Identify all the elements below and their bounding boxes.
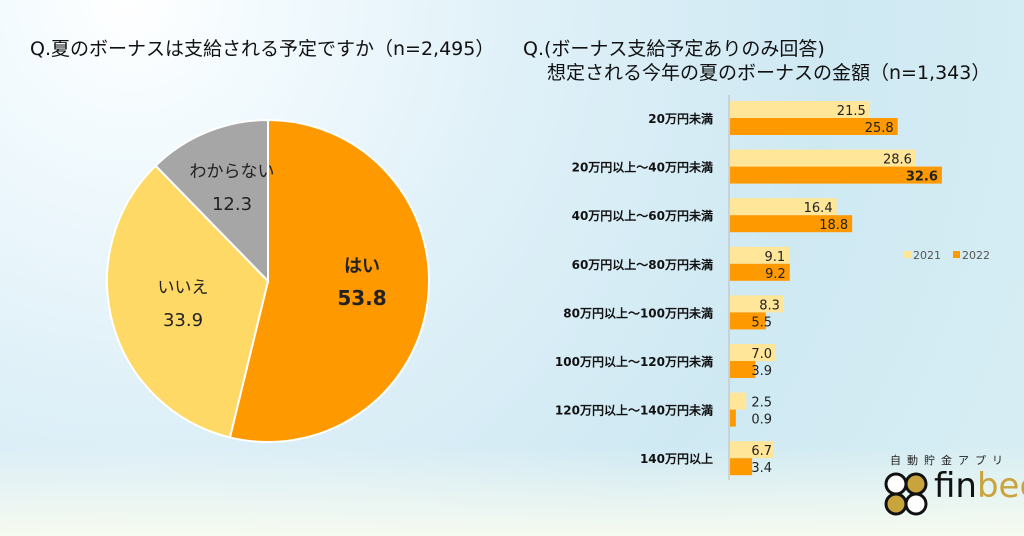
category-label: 140万円以上 (640, 451, 713, 466)
pie-label: いいえ (158, 278, 209, 298)
pie-value: 33.9 (163, 310, 203, 331)
bar-2021 (730, 344, 776, 361)
category-label: 60万円以上～80万円未満 (572, 257, 713, 272)
legend-swatch (953, 251, 960, 258)
bar-2022 (730, 409, 736, 427)
data-label: 25.8 (865, 121, 894, 136)
bar-title-line2: 想定される今年の夏のボーナスの金額（n=1,343） (547, 62, 991, 84)
bar-2022 (730, 312, 766, 330)
background-snow (0, 446, 1024, 536)
legend-swatch (904, 251, 911, 258)
data-label: 18.8 (819, 218, 848, 233)
pie-value: 53.8 (337, 286, 386, 310)
data-label: 6.7 (751, 444, 772, 459)
data-label: 21.5 (837, 104, 866, 119)
data-label: 0.9 (751, 413, 772, 428)
bar-2022 (730, 361, 756, 378)
category-label: 80万円以上～100万円未満 (563, 305, 713, 320)
bar-2021 (730, 392, 747, 410)
data-label: 7.0 (751, 347, 772, 362)
category-label: 20万円以上～40万円未満 (572, 160, 713, 175)
bar-2021 (730, 441, 774, 459)
data-label: 8.3 (759, 298, 780, 313)
bar-title-line1: Q.(ボーナス支給予定ありのみ回答) (523, 38, 825, 60)
legend-label: 2021 (913, 249, 941, 262)
pie-title: Q.夏のボーナスは支給される予定ですか（n=2,495） (30, 38, 495, 60)
data-label: 2.5 (751, 396, 772, 411)
pie-slice-0 (228, 118, 430, 443)
pie-slice-1 (106, 164, 270, 439)
category-label: 20万円未満 (648, 111, 713, 126)
pie-label: はい (344, 256, 380, 277)
bar-2022 (730, 118, 898, 135)
finbee-logo: 自動貯金アプリ finbee (880, 452, 1024, 522)
data-label: 16.4 (804, 201, 833, 216)
bar-2021 (730, 198, 837, 216)
bar-2022 (730, 263, 790, 281)
data-label: 3.4 (751, 461, 772, 476)
bar-2021 (730, 101, 870, 118)
bee-icon (884, 472, 928, 516)
legend-label: 2022 (962, 249, 990, 262)
data-label: 9.1 (764, 250, 785, 265)
logo-subtitle: 自動貯金アプリ (890, 454, 1009, 467)
category-label: 40万円以上～60万円未満 (572, 208, 713, 223)
bar-2022 (730, 458, 753, 476)
bar-2021 (730, 295, 784, 313)
category-label: 100万円以上～120万円未満 (555, 354, 713, 369)
category-label: 120万円以上～140万円未満 (555, 403, 713, 418)
pie-slice-2 (154, 118, 269, 284)
data-label: 5.5 (751, 315, 772, 330)
bar-2021 (730, 246, 790, 264)
data-label: 32.6 (906, 170, 938, 185)
data-label: 3.9 (751, 364, 772, 379)
data-label: 9.2 (765, 267, 786, 282)
data-label: 28.6 (883, 153, 912, 168)
bar-2021 (730, 149, 916, 167)
pie-label: わからない (190, 162, 275, 182)
bar-2022 (730, 166, 942, 184)
logo-wordmark: finbee (934, 466, 1024, 506)
bar-2022 (730, 215, 853, 233)
pie-value: 12.3 (212, 194, 252, 215)
